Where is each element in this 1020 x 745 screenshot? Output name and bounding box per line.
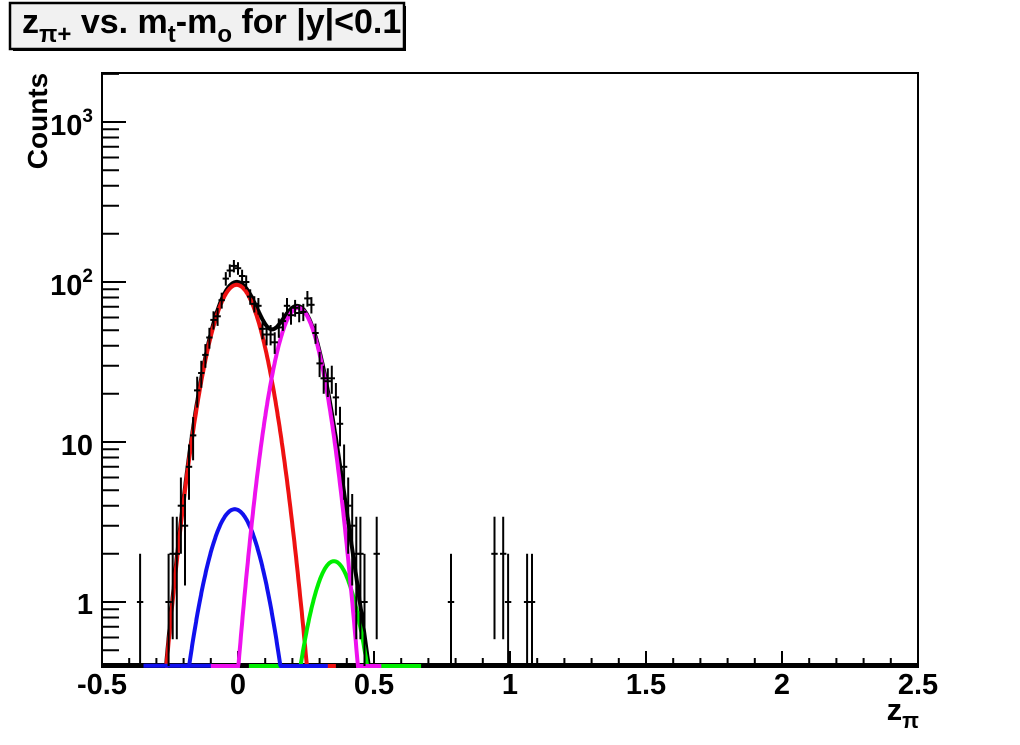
svg-text:1.5: 1.5	[626, 669, 666, 701]
svg-text:1: 1	[77, 589, 93, 621]
svg-text:10: 10	[61, 430, 93, 462]
svg-text:2: 2	[774, 669, 790, 701]
svg-text:2.5: 2.5	[898, 669, 938, 701]
svg-text:0.5: 0.5	[354, 669, 394, 701]
svg-text:-0.5: -0.5	[77, 669, 127, 701]
svg-text:1: 1	[502, 669, 518, 701]
svg-text:zπ+ vs. mt-mo for |y|<0.1: zπ+ vs. mt-mo for |y|<0.1	[22, 3, 401, 48]
svg-text:Counts: Counts	[22, 73, 53, 169]
svg-text:0: 0	[230, 669, 246, 701]
